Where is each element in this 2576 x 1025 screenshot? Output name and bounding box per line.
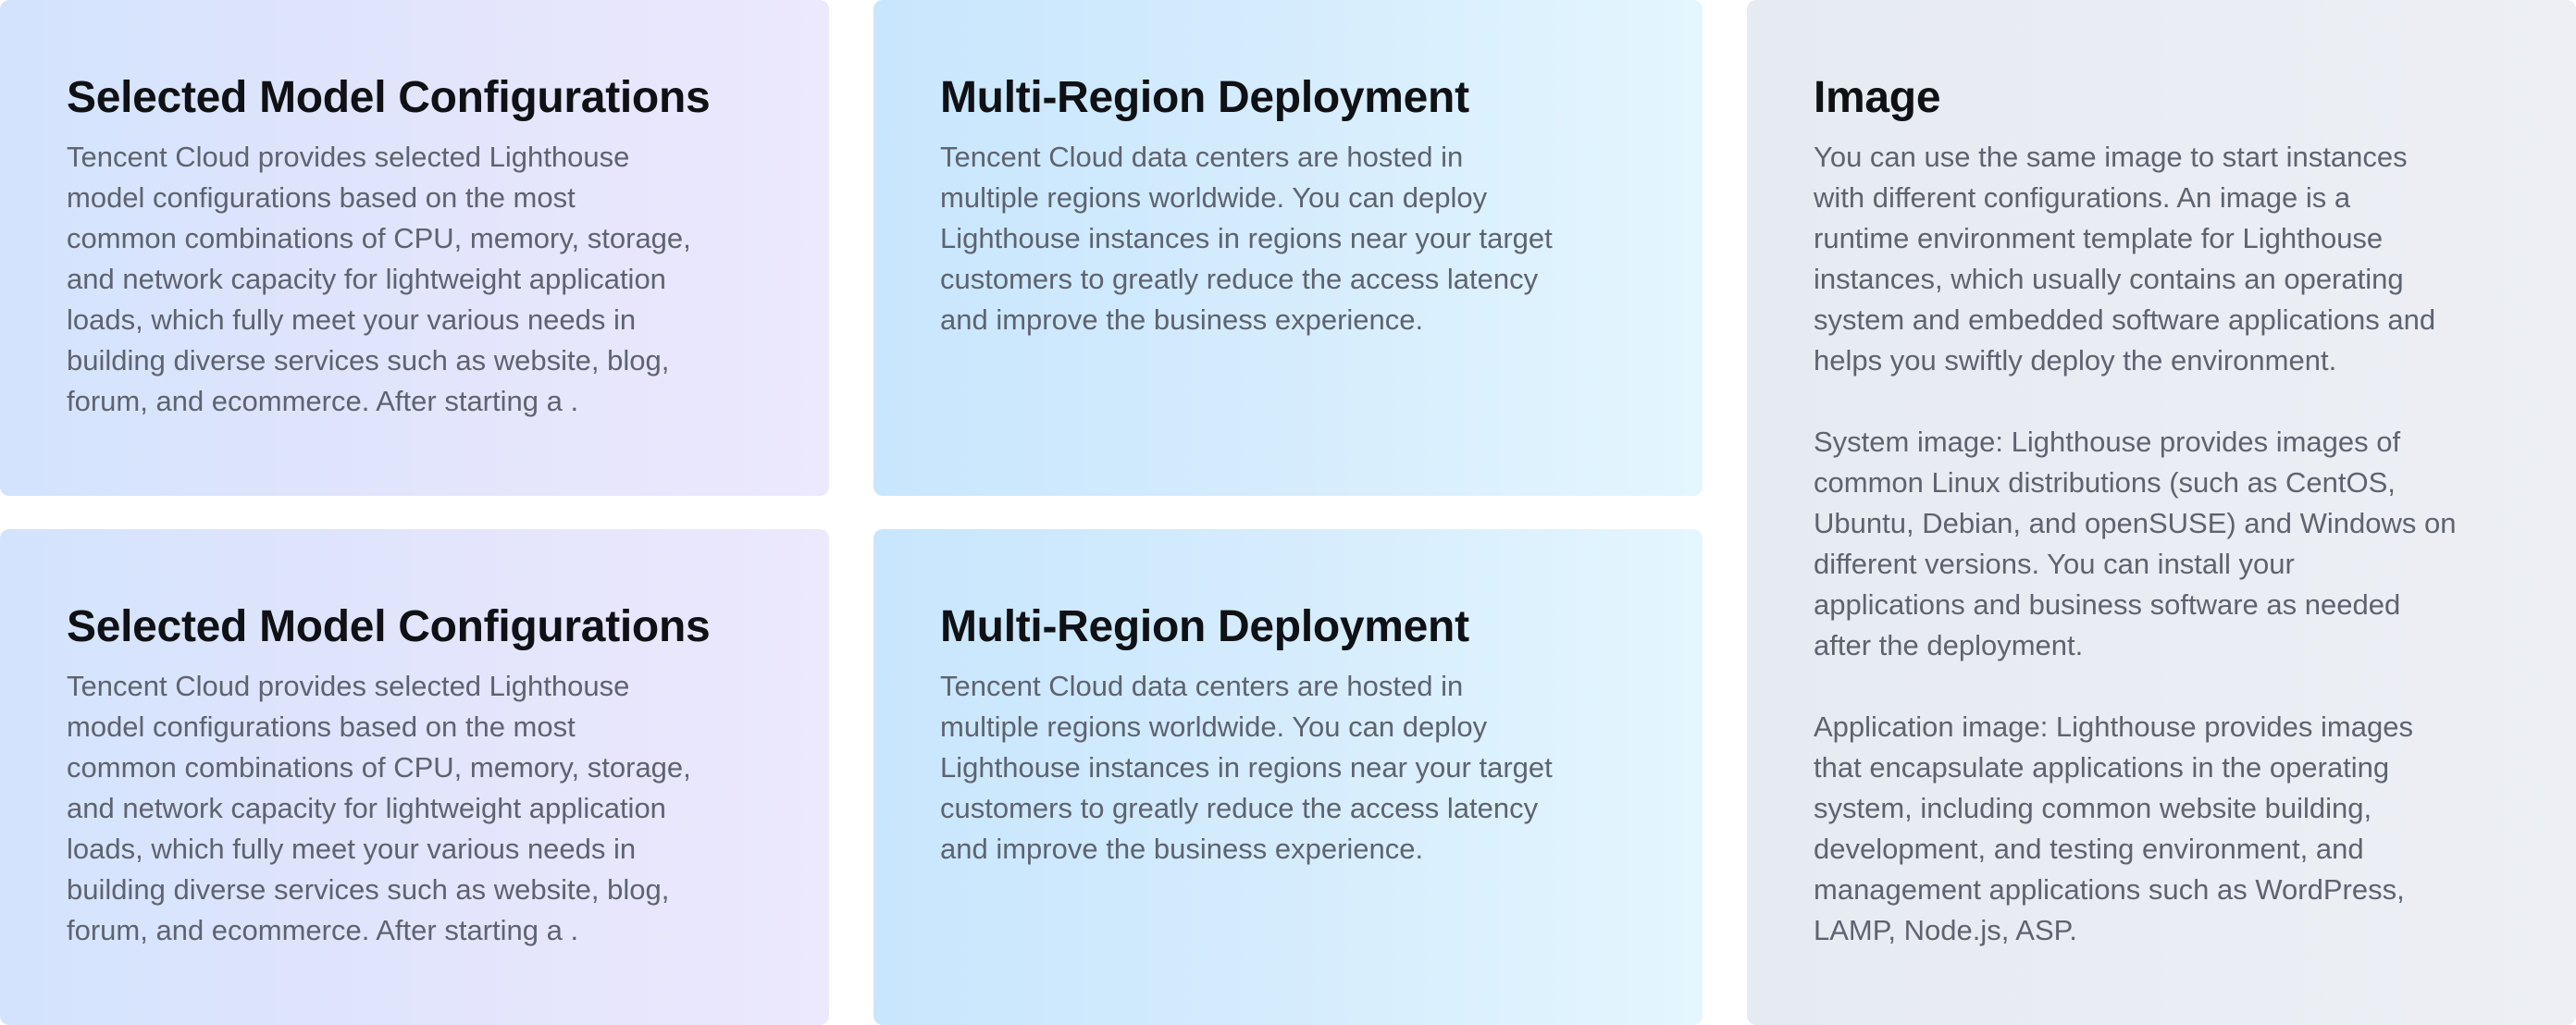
card-description: Tencent Cloud data centers are hosted in… [940, 670, 1553, 865]
feature-card-multi-region: Multi-Region Deployment Tencent Cloud da… [873, 0, 1703, 496]
feature-card-model-configurations-2: Selected Model Configurations Tencent Cl… [0, 529, 829, 1025]
card-title: Multi-Region Deployment [940, 73, 1469, 122]
image-paragraph-intro: You can use the same image to start inst… [1814, 141, 2436, 377]
card-title: Selected Model Configurations [67, 602, 711, 651]
card-description: Tencent Cloud provides selected Lighthou… [67, 670, 691, 946]
card-description: Tencent Cloud provides selected Lighthou… [67, 141, 691, 417]
card-title: Multi-Region Deployment [940, 602, 1469, 651]
feature-card-model-configurations: Selected Model Configurations Tencent Cl… [0, 0, 829, 496]
feature-card-multi-region-2: Multi-Region Deployment Tencent Cloud da… [873, 529, 1703, 1025]
feature-card-image: Image You can use the same image to star… [1747, 0, 2576, 1025]
card-title: Selected Model Configurations [67, 73, 711, 122]
card-description: Tencent Cloud data centers are hosted in… [940, 141, 1553, 336]
image-paragraph-application-image: Application image: Lighthouse provides i… [1814, 710, 2413, 946]
image-paragraph-system-image: System image: Lighthouse provides images… [1814, 426, 2457, 661]
card-title: Image [1814, 73, 1941, 122]
